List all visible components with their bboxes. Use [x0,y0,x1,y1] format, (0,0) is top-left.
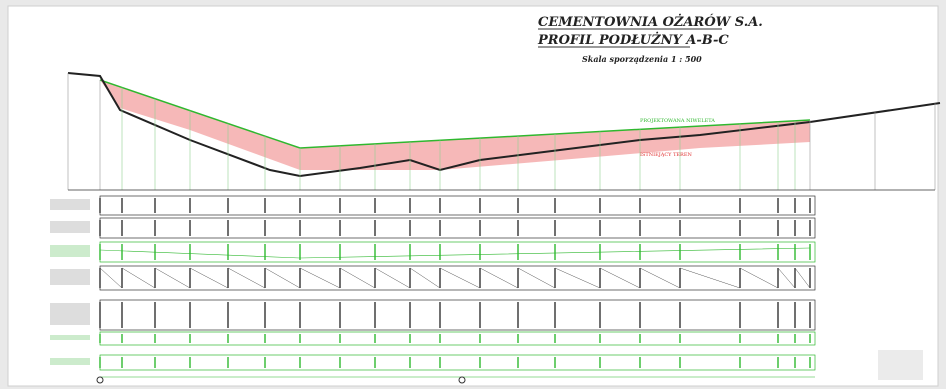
title: CEMENTOWNIA OŻARÓW S.A. [538,13,763,30]
subtitle: PROFIL PODŁUŻNY A-B-C [537,32,729,48]
legend-box [878,350,923,380]
row-header [50,335,90,340]
row-header [50,269,90,285]
row-header [50,245,90,257]
row-header [50,303,90,325]
row-header [50,199,90,210]
page: CEMENTOWNIA OŻARÓW S.A. PROFIL PODŁUŻNY … [0,0,946,389]
row-header [50,221,90,233]
row-header [50,358,90,365]
terrain-label: ISTNIEJĄCY TEREN [640,152,692,158]
drawing: CEMENTOWNIA OŻARÓW S.A. PROFIL PODŁUŻNY … [0,0,946,389]
scale: Skala sporządzenia 1 : 500 [582,54,702,64]
design-line-label: PROJEKTOWANA NIWELETA [640,118,715,124]
